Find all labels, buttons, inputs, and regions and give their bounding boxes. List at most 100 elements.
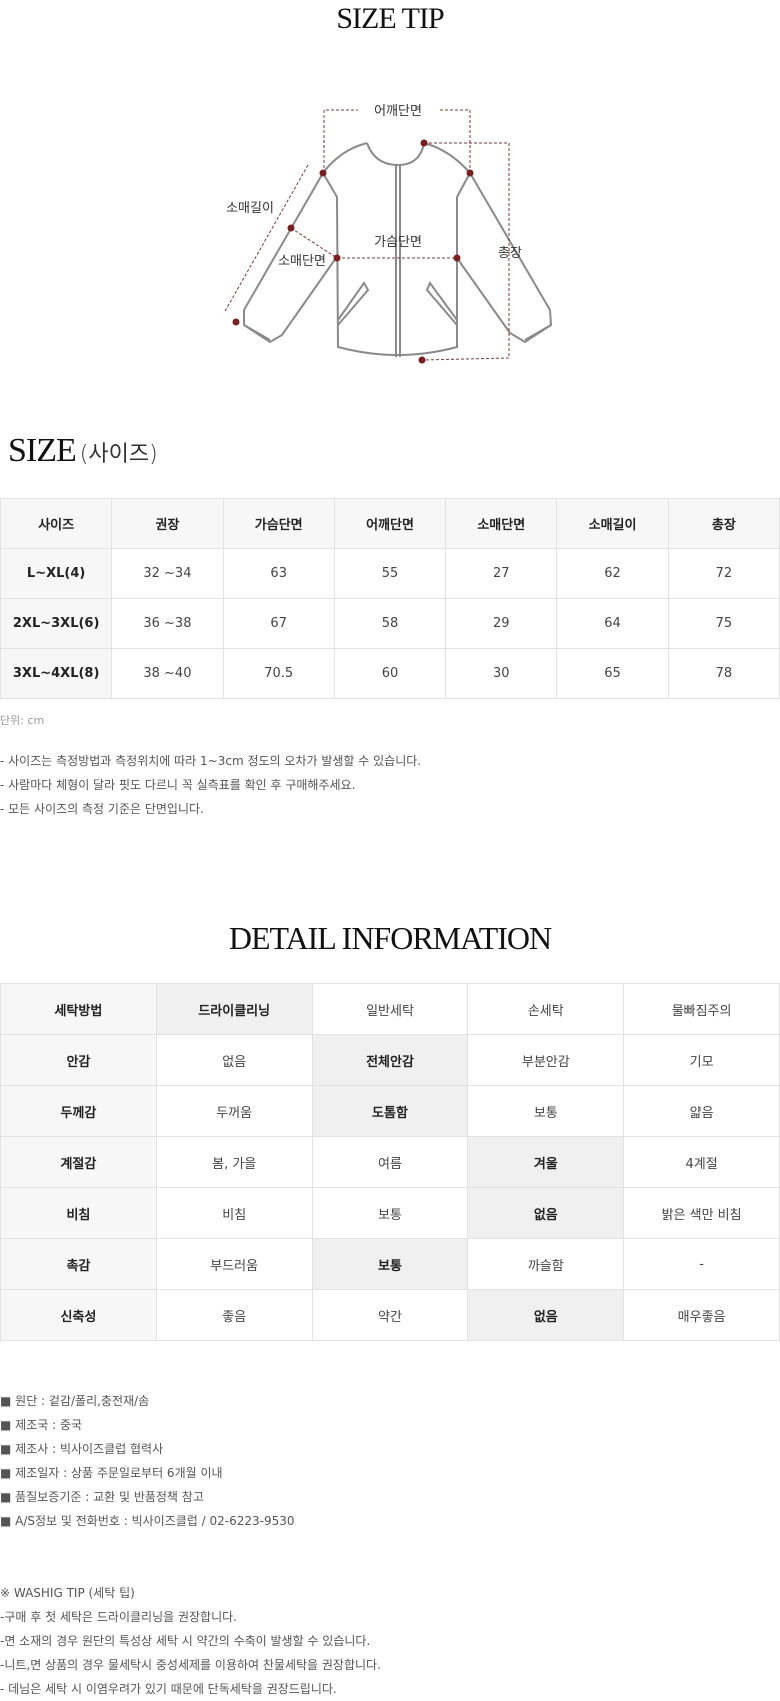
detail-option-cell: 밝은 색만 비침 [623,1187,780,1239]
size-cell: 3XL~4XL(8) [0,648,113,699]
washing-tip-item: -면 소재의 경우 원단의 특성상 세탁 시 약간의 수축이 발생할 수 있습니… [0,1634,371,1648]
size-cell: 63 [222,548,335,599]
size-cell: 67 [222,598,335,649]
detail-label-cell: 계절감 [0,1136,157,1188]
detail-option-cell: 여름 [311,1136,469,1188]
size-cell: 75 [667,598,780,649]
detail-table-row: 계절감 봄, 가을 여름 겨울 4계절 [0,1136,780,1188]
detail-option-cell: 기모 [623,1034,780,1086]
detail-label-cell: 신축성 [0,1289,157,1341]
detail-option-cell: 손세탁 [467,983,625,1035]
detail-information-title: DETAIL INFORMATION [228,920,552,956]
measure-lines [223,109,510,361]
info-item: ■ 원단 : 겉감/폴리,충전재/솜 [0,1394,150,1408]
label-chest: 가슴단면 [374,235,422,250]
info-item: ■ 제조국 : 중국 [0,1418,83,1432]
info-item: ■ 제조사 : 빅사이즈클럽 협력사 [0,1442,164,1456]
detail-option-cell: 봄, 가을 [155,1136,313,1188]
size-cell: 78 [667,648,780,699]
detail-option-selected: 겨울 [467,1136,625,1188]
detail-option-cell: - [623,1238,780,1290]
size-cell: 2XL~3XL(6) [0,598,113,649]
size-cell: 32 ~34 [111,548,224,599]
size-cell: 70.5 [222,648,335,699]
detail-option-cell: 보통 [467,1085,625,1137]
detail-option-cell: 두꺼움 [155,1085,313,1137]
detail-label-cell: 촉감 [0,1238,157,1290]
size-cell: 60 [333,648,447,699]
size-header-cell: 총장 [667,498,780,549]
washing-tip-item: -니트,면 상품의 경우 물세탁시 중성세제를 이용하여 찬물세탁을 권장합니다… [0,1658,381,1672]
label-sleeve-width: 소매단면 [278,254,326,269]
size-table-row: L~XL(4) 32 ~34 63 55 27 62 72 [0,548,780,599]
detail-table-row: 촉감 부드러움 보통 까슬함 - [0,1238,780,1290]
size-note: - 사이즈는 측정방법과 측정위치에 따라 1~3cm 정도의 오차가 발생할 … [0,754,422,768]
size-cell: 62 [556,548,669,599]
detail-option-cell: 좋음 [155,1289,313,1341]
size-table-row: 3XL~4XL(8) 38 ~40 70.5 60 30 65 78 [0,648,780,699]
size-title-text: SIZE [8,432,77,469]
size-note: - 모든 사이즈의 측정 기준은 단면입니다. [0,802,204,816]
size-header-cell: 소매길이 [556,498,669,549]
label-sleeve-length: 소매길이 [226,201,274,216]
detail-option-cell: 얇음 [623,1085,780,1137]
measure-points [232,139,474,364]
label-total-length: 총장 [498,246,522,261]
size-cell: 58 [333,598,447,649]
detail-table-row: 안감 없음 전체안감 부분안감 기모 [0,1034,780,1086]
detail-table-row: 세탁방법 드라이클리닝 일반세탁 손세탁 물빠짐주의 [0,983,780,1035]
detail-option-cell: 4계절 [623,1136,780,1188]
detail-label-cell: 두께감 [0,1085,157,1137]
washing-tip-item: - 데님은 세탁 시 이염우려가 있기 때문에 단독세탁을 권장드립니다. [0,1682,337,1696]
jacket-size-diagram: 어깨단면 소매길이 소매단면 가슴단면 총장 [223,104,553,364]
size-table-row: 2XL~3XL(6) 36 ~38 67 58 29 64 75 [0,598,780,649]
size-table: 사이즈 권장 가슴단면 어깨단면 소매단면 소매길이 총장 L~XL(4) 32 ~34 63 55… [0,498,780,699]
detail-table-row: 두께감 두꺼움 도톰함 보통 얇음 [0,1085,780,1137]
detail-option-cell: 물빠짐주의 [623,983,780,1035]
size-table-header-row: 사이즈 권장 가슴단면 어깨단면 소매단면 소매길이 총장 [0,498,780,549]
detail-option-cell: 없음 [155,1034,313,1086]
detail-option-cell: 일반세탁 [311,983,469,1035]
detail-table-row: 신축성 좋음 약간 없음 매우좋음 [0,1289,780,1341]
detail-option-cell: 보통 [311,1187,469,1239]
detail-table: 세탁방법 드라이클리닝 일반세탁 손세탁 물빠짐주의 안감 없음 전체안감 부분안감 기모 두께감 두… [0,983,780,1341]
size-title: SIZE (사이즈) [8,432,158,470]
detail-label-cell: 안감 [0,1034,157,1086]
washing-tip-item: ※ WASHIG TIP (세탁 팁) [0,1586,135,1600]
detail-table-row: 비침 비침 보통 없음 밝은 색만 비침 [0,1187,780,1239]
size-header-cell: 소매단면 [445,498,558,549]
detail-option-cell: 비침 [155,1187,313,1239]
size-cell: 64 [556,598,669,649]
detail-option-selected: 없음 [467,1289,625,1341]
size-cell: 27 [445,548,558,599]
size-title-sub: (사이즈) [79,442,158,467]
detail-option-cell: 부드러움 [155,1238,313,1290]
size-cell: 55 [333,548,447,599]
size-cell: 38 ~40 [111,648,224,699]
detail-option-selected: 보통 [311,1238,469,1290]
detail-label-cell: 비침 [0,1187,157,1239]
size-tip-title: SIZE TIP [336,2,444,35]
size-note: - 사람마다 체형이 달라 핏도 다르니 꼭 실측표를 확인 후 구매해주세요. [0,778,356,792]
detail-option-selected: 없음 [467,1187,625,1239]
size-cell: 72 [667,548,780,599]
size-cell: L~XL(4) [0,548,113,599]
detail-option-selected: 전체안감 [311,1034,469,1086]
detail-option-cell: 매우좋음 [623,1289,780,1341]
unit-label: 단위: cm [0,714,45,727]
size-header-cell: 권장 [111,498,224,549]
detail-option-cell: 부분안감 [467,1034,625,1086]
size-cell: 36 ~38 [111,598,224,649]
size-header-cell: 가슴단면 [222,498,335,549]
size-cell: 30 [445,648,558,699]
detail-option-cell: 까슬함 [467,1238,625,1290]
label-shoulder: 어깨단면 [374,104,422,119]
detail-option-selected: 드라이클리닝 [155,983,313,1035]
size-header-cell: 사이즈 [0,498,113,549]
washing-tip-item: -구매 후 첫 세탁은 드라이클리닝을 권장합니다. [0,1610,237,1624]
jacket-outline [243,142,553,357]
size-cell: 65 [556,648,669,699]
detail-option-cell: 약간 [311,1289,469,1341]
info-item: ■ 제조일자 : 상품 주문일로부터 6개월 이내 [0,1466,223,1480]
